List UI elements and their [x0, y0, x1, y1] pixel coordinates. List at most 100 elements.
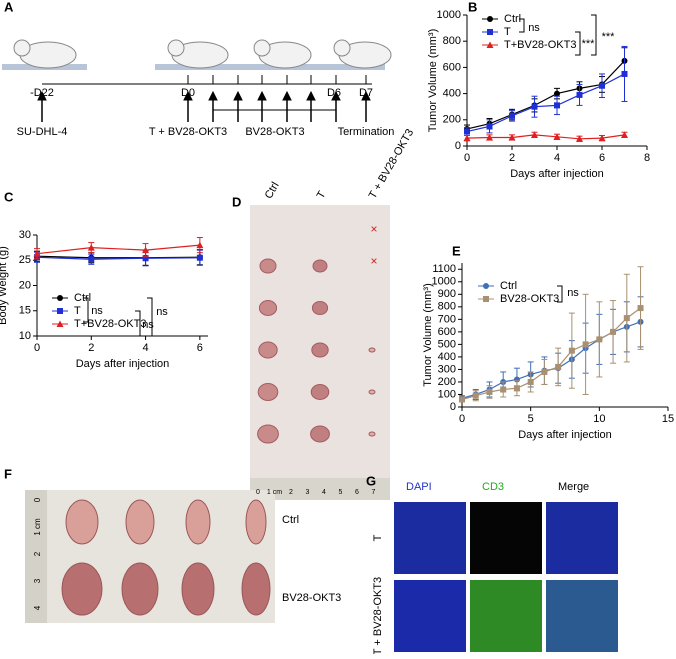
- y-tick-label: 15: [19, 305, 31, 317]
- marker: [531, 103, 538, 110]
- marker: [554, 102, 560, 109]
- y-tick-label: 400: [443, 88, 461, 100]
- stain-image: [394, 502, 466, 574]
- marker: [486, 388, 493, 395]
- y-tick-label: 0: [455, 140, 461, 152]
- panel-label: C: [4, 189, 14, 204]
- tumor: [257, 424, 279, 444]
- column-label: T: [315, 189, 329, 201]
- y-tick-label: 200: [438, 376, 456, 388]
- stain-image: [546, 580, 618, 652]
- y-tick-label: 30: [19, 229, 31, 241]
- tumor: [259, 258, 277, 274]
- y-tick-label: 400: [438, 351, 456, 363]
- marker: [568, 347, 575, 354]
- stain-image: [470, 502, 542, 574]
- arrow-head: [331, 90, 341, 101]
- ruler-d: [250, 478, 390, 500]
- column-label: Ctrl: [263, 180, 282, 201]
- day-label: D7: [359, 87, 373, 99]
- x-tick-label: 5: [528, 413, 534, 425]
- marker: [142, 246, 150, 254]
- x-tick-label: 0: [34, 342, 40, 354]
- tumor: [310, 425, 330, 443]
- tumor: [65, 499, 99, 545]
- tumor: [310, 384, 330, 400]
- event-label: T + BV28-OKT3: [149, 126, 227, 138]
- marker: [531, 131, 538, 138]
- stain-image: [546, 502, 618, 574]
- y-tick-label: 1000: [432, 276, 456, 288]
- stain-images: [394, 502, 618, 652]
- ruler-label: 4: [322, 489, 326, 496]
- event-label: Termination: [338, 126, 395, 138]
- day-label: D6: [327, 87, 341, 99]
- series-line: [36, 244, 200, 255]
- arrow-head: [361, 90, 371, 101]
- stain-image: [470, 580, 542, 652]
- marker: [621, 131, 628, 138]
- legend-label: BV28-OKT3: [500, 293, 559, 305]
- marker: [486, 123, 493, 130]
- y-tick-label: 600: [443, 61, 461, 73]
- marker: [596, 336, 603, 343]
- day-label: -D22: [30, 87, 54, 99]
- significance-label: ns: [567, 287, 579, 299]
- ruler-label: 2: [33, 551, 42, 556]
- stain-row-label: T + BV28-OKT3: [372, 577, 384, 654]
- x-tick-label: 2: [509, 152, 515, 164]
- panel-label: F: [4, 466, 12, 481]
- marker: [57, 308, 63, 314]
- tumor: [368, 347, 376, 353]
- panel-label: G: [366, 473, 376, 488]
- marker: [541, 368, 548, 375]
- tumor: [311, 342, 329, 358]
- y-axis-title: Tumor Volume (mm³): [422, 283, 434, 387]
- legend-label: T: [504, 26, 511, 38]
- x-tick-label: 0: [459, 413, 465, 425]
- schedule-art: [2, 39, 392, 122]
- x-tick-label: 8: [644, 152, 650, 164]
- marker: [472, 392, 479, 399]
- arrow-head: [37, 90, 47, 101]
- y-tick-label: 1100: [432, 263, 456, 275]
- marker: [463, 134, 471, 142]
- y-tick-label: 300: [438, 363, 456, 375]
- tumor: [311, 301, 329, 315]
- panel-label: D: [232, 194, 241, 209]
- ruler-f: [25, 490, 47, 623]
- tumor: [258, 341, 278, 359]
- ruler-label: 6: [355, 489, 359, 496]
- significance-label: ns: [142, 319, 154, 331]
- panel-label: B: [468, 0, 477, 14]
- significance-label: ns: [528, 22, 540, 34]
- ruler-label: 3: [33, 578, 42, 583]
- legend-label: T+BV28-OKT3: [74, 318, 146, 330]
- y-tick-label: 800: [438, 301, 456, 313]
- marker: [554, 90, 560, 97]
- bracket: [135, 310, 141, 337]
- x-axis-title: Days after injection: [518, 429, 612, 441]
- panel-label: A: [4, 0, 14, 14]
- marker: [459, 396, 465, 403]
- marker: [576, 135, 583, 142]
- marker: [486, 133, 493, 141]
- ruler-label: 0: [256, 489, 260, 496]
- marker: [637, 305, 644, 312]
- y-tick-label: 600: [438, 326, 456, 338]
- y-tick-label: 25: [19, 254, 31, 266]
- y-tick-label: 800: [443, 35, 461, 47]
- y-axis-title: Tumor Volume (mm³): [427, 29, 439, 133]
- marker: [553, 133, 561, 140]
- arrow-head: [257, 90, 267, 101]
- x-tick-label: 15: [662, 413, 674, 425]
- tumor: [61, 562, 103, 616]
- marker: [87, 244, 95, 251]
- row-label: Ctrl: [282, 514, 299, 526]
- absent-mark: ×: [370, 254, 377, 268]
- legend-label: Ctrl: [504, 13, 521, 25]
- marker: [487, 16, 493, 22]
- arrow-head: [233, 90, 243, 101]
- legend-label: T+BV28-OKT3: [504, 39, 576, 51]
